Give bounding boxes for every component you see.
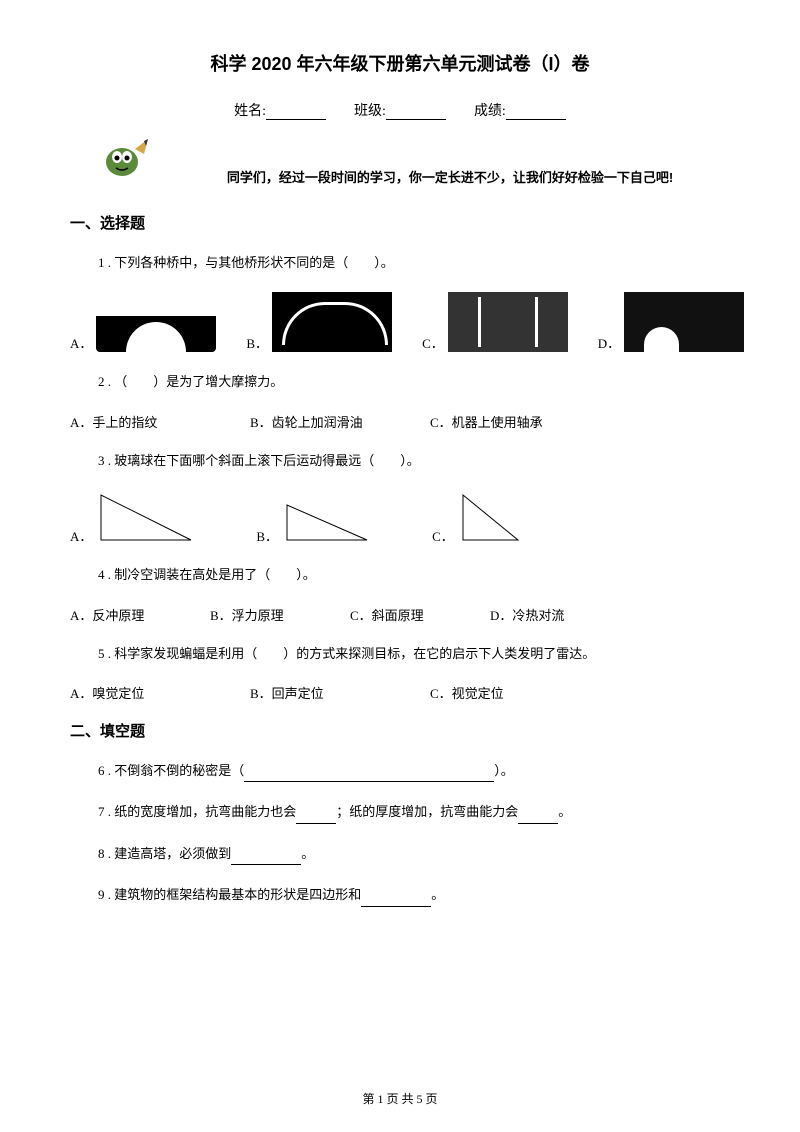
q6-end: ）。 [494, 763, 514, 778]
q4-option-a[interactable]: A．反冲原理 [70, 605, 210, 624]
q8-p1: 8 . 建造高塔，必须做到 [98, 846, 231, 861]
q3-option-b[interactable]: B． [256, 500, 372, 545]
score-blank[interactable] [506, 106, 566, 120]
q4-option-b[interactable]: B．浮力原理 [210, 605, 350, 624]
q7-p1: 7 . 纸的宽度增加，抗弯曲能力也会 [98, 804, 296, 819]
q5-option-b[interactable]: B．回声定位 [250, 683, 430, 702]
triangle-b [282, 500, 372, 545]
q1-option-c[interactable]: C． [422, 292, 568, 352]
question-1-options: A． B． C． D． [70, 292, 730, 352]
q7-blank-2[interactable] [518, 810, 558, 824]
name-blank[interactable] [266, 106, 326, 120]
option-label: B． [256, 526, 278, 545]
question-3-options: A． B． C． [70, 490, 730, 545]
q8-blank[interactable] [231, 851, 301, 865]
q3-option-c[interactable]: C． [432, 490, 528, 545]
q2-option-c[interactable]: C．机器上使用轴承 [430, 412, 543, 431]
q1-option-a[interactable]: A． [70, 292, 216, 352]
bridge-image-c [448, 292, 568, 352]
q4-option-c[interactable]: C．斜面原理 [350, 605, 490, 624]
option-label: D． [598, 333, 620, 352]
option-label: C． [422, 333, 444, 352]
question-2: 2 . （ ）是为了增大摩擦力。 [98, 370, 730, 393]
section-2-title: 二、填空题 [70, 720, 730, 741]
q6-blank[interactable] [244, 768, 494, 782]
q7-blank-1[interactable] [296, 810, 336, 824]
q7-p3: 。 [558, 804, 571, 819]
q4-option-d[interactable]: D．冷热对流 [490, 605, 564, 624]
section-1-title: 一、选择题 [70, 212, 730, 233]
q7-p2: ；纸的厚度增加，抗弯曲能力会 [336, 804, 518, 819]
option-label: A． [70, 526, 92, 545]
class-label: 班级: [354, 104, 386, 119]
q1-option-d[interactable]: D． [598, 292, 744, 352]
option-label: C． [432, 526, 454, 545]
question-5-options: A．嗅觉定位 B．回声定位 C．视觉定位 [70, 683, 730, 702]
paper-title: 科学 2020 年六年级下册第六单元测试卷（I）卷 [70, 50, 730, 76]
question-3: 3 . 玻璃球在下面哪个斜面上滚下后运动得最远（ ）。 [98, 449, 730, 472]
triangle-c [458, 490, 528, 545]
question-8: 8 . 建造高塔，必须做到 。 [98, 842, 730, 865]
q9-p2: 。 [431, 887, 444, 902]
q1-option-b[interactable]: B． [246, 292, 392, 352]
q9-p1: 9 . 建筑物的框架结构最基本的形状是四边形和 [98, 887, 361, 902]
score-label: 成绩: [474, 104, 506, 119]
student-info-line: 姓名: 班级: 成绩: [70, 100, 730, 120]
question-7: 7 . 纸的宽度增加，抗弯曲能力也会 ；纸的厚度增加，抗弯曲能力会 。 [98, 800, 730, 823]
question-9: 9 . 建筑物的框架结构最基本的形状是四边形和 。 [98, 883, 730, 906]
q2-option-a[interactable]: A．手上的指纹 [70, 412, 250, 431]
question-2-options: A．手上的指纹 B．齿轮上加润滑油 C．机器上使用轴承 [70, 412, 730, 431]
question-4-options: A．反冲原理 B．浮力原理 C．斜面原理 D．冷热对流 [70, 605, 730, 624]
q2-option-b[interactable]: B．齿轮上加润滑油 [250, 412, 430, 431]
question-1: 1 . 下列各种桥中，与其他桥形状不同的是（ ）。 [98, 251, 730, 274]
page-footer: 第 1 页 共 5 页 [0, 1090, 800, 1107]
question-6: 6 . 不倒翁不倒的秘密是（ ）。 [98, 759, 730, 782]
q9-blank[interactable] [361, 893, 431, 907]
q6-text: 6 . 不倒翁不倒的秘密是（ [98, 763, 244, 778]
q5-option-a[interactable]: A．嗅觉定位 [70, 683, 250, 702]
q5-option-c[interactable]: C．视觉定位 [430, 683, 504, 702]
option-label: B． [246, 333, 268, 352]
class-blank[interactable] [386, 106, 446, 120]
bridge-image-d [624, 292, 744, 352]
bridge-image-b [272, 292, 392, 352]
question-4: 4 . 制冷空调装在高处是用了（ ）。 [98, 563, 730, 586]
option-label: A． [70, 333, 92, 352]
bridge-image-a [96, 292, 216, 352]
question-5: 5 . 科学家发现蝙蝠是利用（ ）的方式来探测目标，在它的启示下人类发明了雷达。 [98, 642, 730, 665]
name-label: 姓名: [234, 104, 266, 119]
q3-option-a[interactable]: A． [70, 490, 196, 545]
q8-p2: 。 [301, 846, 314, 861]
triangle-a [96, 490, 196, 545]
intro-text: 同学们，经过一段时间的学习，你一定长进不少，让我们好好检验一下自己吧! [170, 167, 730, 186]
